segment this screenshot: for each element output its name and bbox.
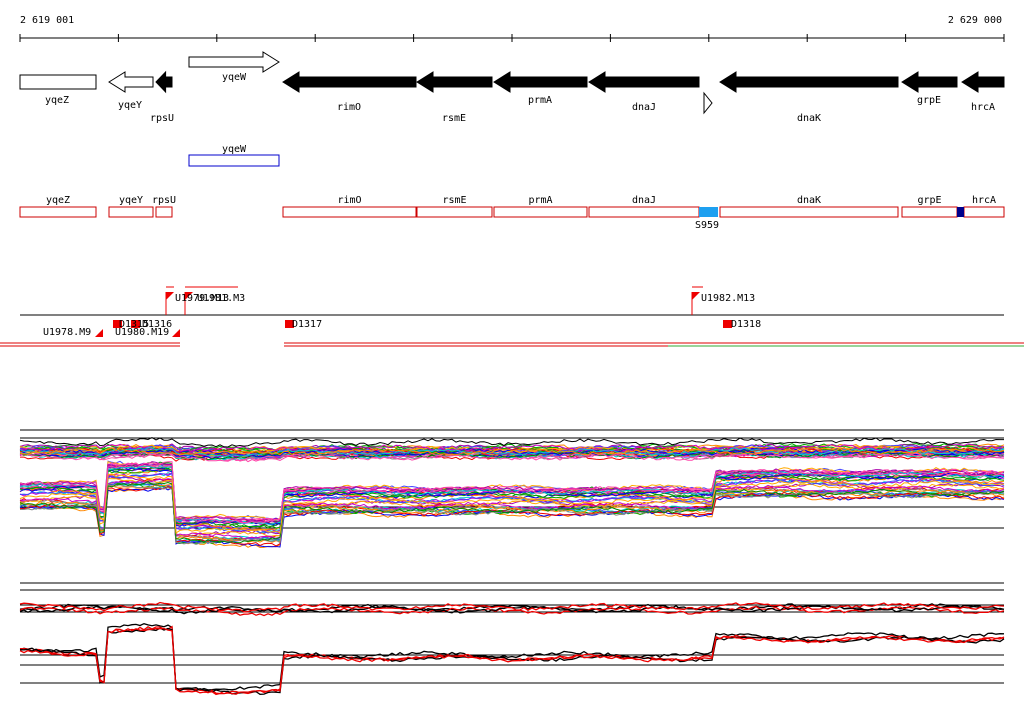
trace — [19, 444, 1005, 454]
trace — [19, 443, 1005, 453]
feature-box — [108, 206, 154, 218]
gene-label: yqeW — [222, 72, 247, 83]
feature-label: hrcA — [972, 195, 996, 206]
gene-label: rsmE — [442, 113, 466, 124]
feature-box — [282, 206, 417, 218]
feature-label: rimO — [337, 195, 361, 206]
site-flag — [692, 292, 700, 300]
gene-arrow — [282, 71, 417, 93]
gene-arrow — [188, 51, 280, 73]
trace — [19, 463, 1005, 523]
trace — [19, 623, 1005, 691]
marker-box — [699, 207, 718, 217]
gene-arrow — [108, 71, 154, 93]
trace — [19, 478, 1005, 540]
gene-box — [19, 74, 97, 90]
site-label: U1981.M3 — [197, 293, 245, 304]
gene-label: prmA — [528, 95, 552, 106]
trace — [19, 447, 1005, 456]
feature-box — [188, 154, 280, 167]
trace — [19, 627, 1005, 695]
feature-label: yqeZ — [46, 195, 70, 206]
site-flag — [185, 292, 193, 300]
site-label: D1316 — [142, 319, 172, 330]
ruler-end: 2 629 000 — [948, 15, 1002, 26]
feature-label: yqeY — [119, 195, 143, 206]
gene-arrow — [588, 71, 700, 93]
trace — [19, 461, 1005, 524]
gene-label: yqeZ — [45, 95, 69, 106]
feature-box — [493, 206, 588, 218]
trace — [19, 605, 1005, 617]
site-box — [113, 320, 122, 328]
trace — [19, 481, 1005, 544]
feature-label: dnaJ — [632, 195, 656, 206]
gene-label: dnaJ — [632, 102, 656, 113]
site-label: U1980.M19 — [115, 327, 169, 338]
gene-arrow — [416, 71, 493, 93]
trace — [19, 627, 1005, 696]
feature-label: grpE — [917, 195, 941, 206]
gene-label: dnaK — [797, 113, 821, 124]
site-box — [723, 320, 732, 328]
marker-box — [957, 207, 964, 217]
gene-label: hrcA — [971, 102, 995, 113]
trace — [19, 444, 1005, 455]
marker-label: S959 — [695, 220, 719, 231]
feature-label: yqeW — [222, 144, 247, 155]
gene-label: rimO — [337, 102, 361, 113]
gene-arrow — [719, 71, 899, 93]
site-flag — [95, 329, 103, 337]
feature-label: prmA — [528, 195, 552, 206]
feature-label: rpsU — [152, 195, 176, 206]
site-label: U1979.M13 — [175, 293, 229, 304]
feature-box — [963, 206, 1005, 218]
trace — [19, 460, 1005, 523]
trace — [19, 451, 1005, 462]
site-flag — [172, 329, 180, 337]
site-box — [285, 320, 294, 328]
gene-label: grpE — [917, 95, 941, 106]
feature-box — [588, 206, 700, 218]
trace — [19, 601, 1005, 613]
ruler-start: 2 619 001 — [20, 15, 74, 26]
site-box — [131, 320, 140, 328]
feature-label: dnaK — [797, 195, 821, 206]
trace — [19, 481, 1005, 544]
gene-label: yqeY — [118, 100, 142, 111]
trace — [20, 483, 1005, 545]
trace — [19, 473, 1005, 534]
gene-arrow — [155, 70, 173, 94]
trace — [19, 472, 1005, 533]
trace — [19, 445, 1005, 455]
site-label: U1978.M9 — [43, 327, 91, 338]
trace — [19, 462, 1005, 523]
feature-box — [155, 206, 173, 218]
gene-arrow — [703, 91, 713, 115]
site-label: D1315 — [119, 319, 149, 330]
feature-label: rsmE — [442, 195, 466, 206]
feature-box — [719, 206, 899, 218]
gene-arrow — [961, 71, 1005, 93]
site-label: U1982.M13 — [701, 293, 755, 304]
gene-arrow — [493, 71, 588, 93]
feature-box — [19, 206, 97, 218]
gene-arrow — [901, 71, 958, 93]
site-flag — [166, 292, 174, 300]
gene-label: rpsU — [150, 113, 174, 124]
trace — [19, 485, 1005, 547]
feature-box — [416, 206, 493, 218]
trace — [19, 437, 1004, 448]
feature-box — [901, 206, 958, 218]
site-label: D1317 — [292, 319, 322, 330]
site-label: D1318 — [731, 319, 761, 330]
